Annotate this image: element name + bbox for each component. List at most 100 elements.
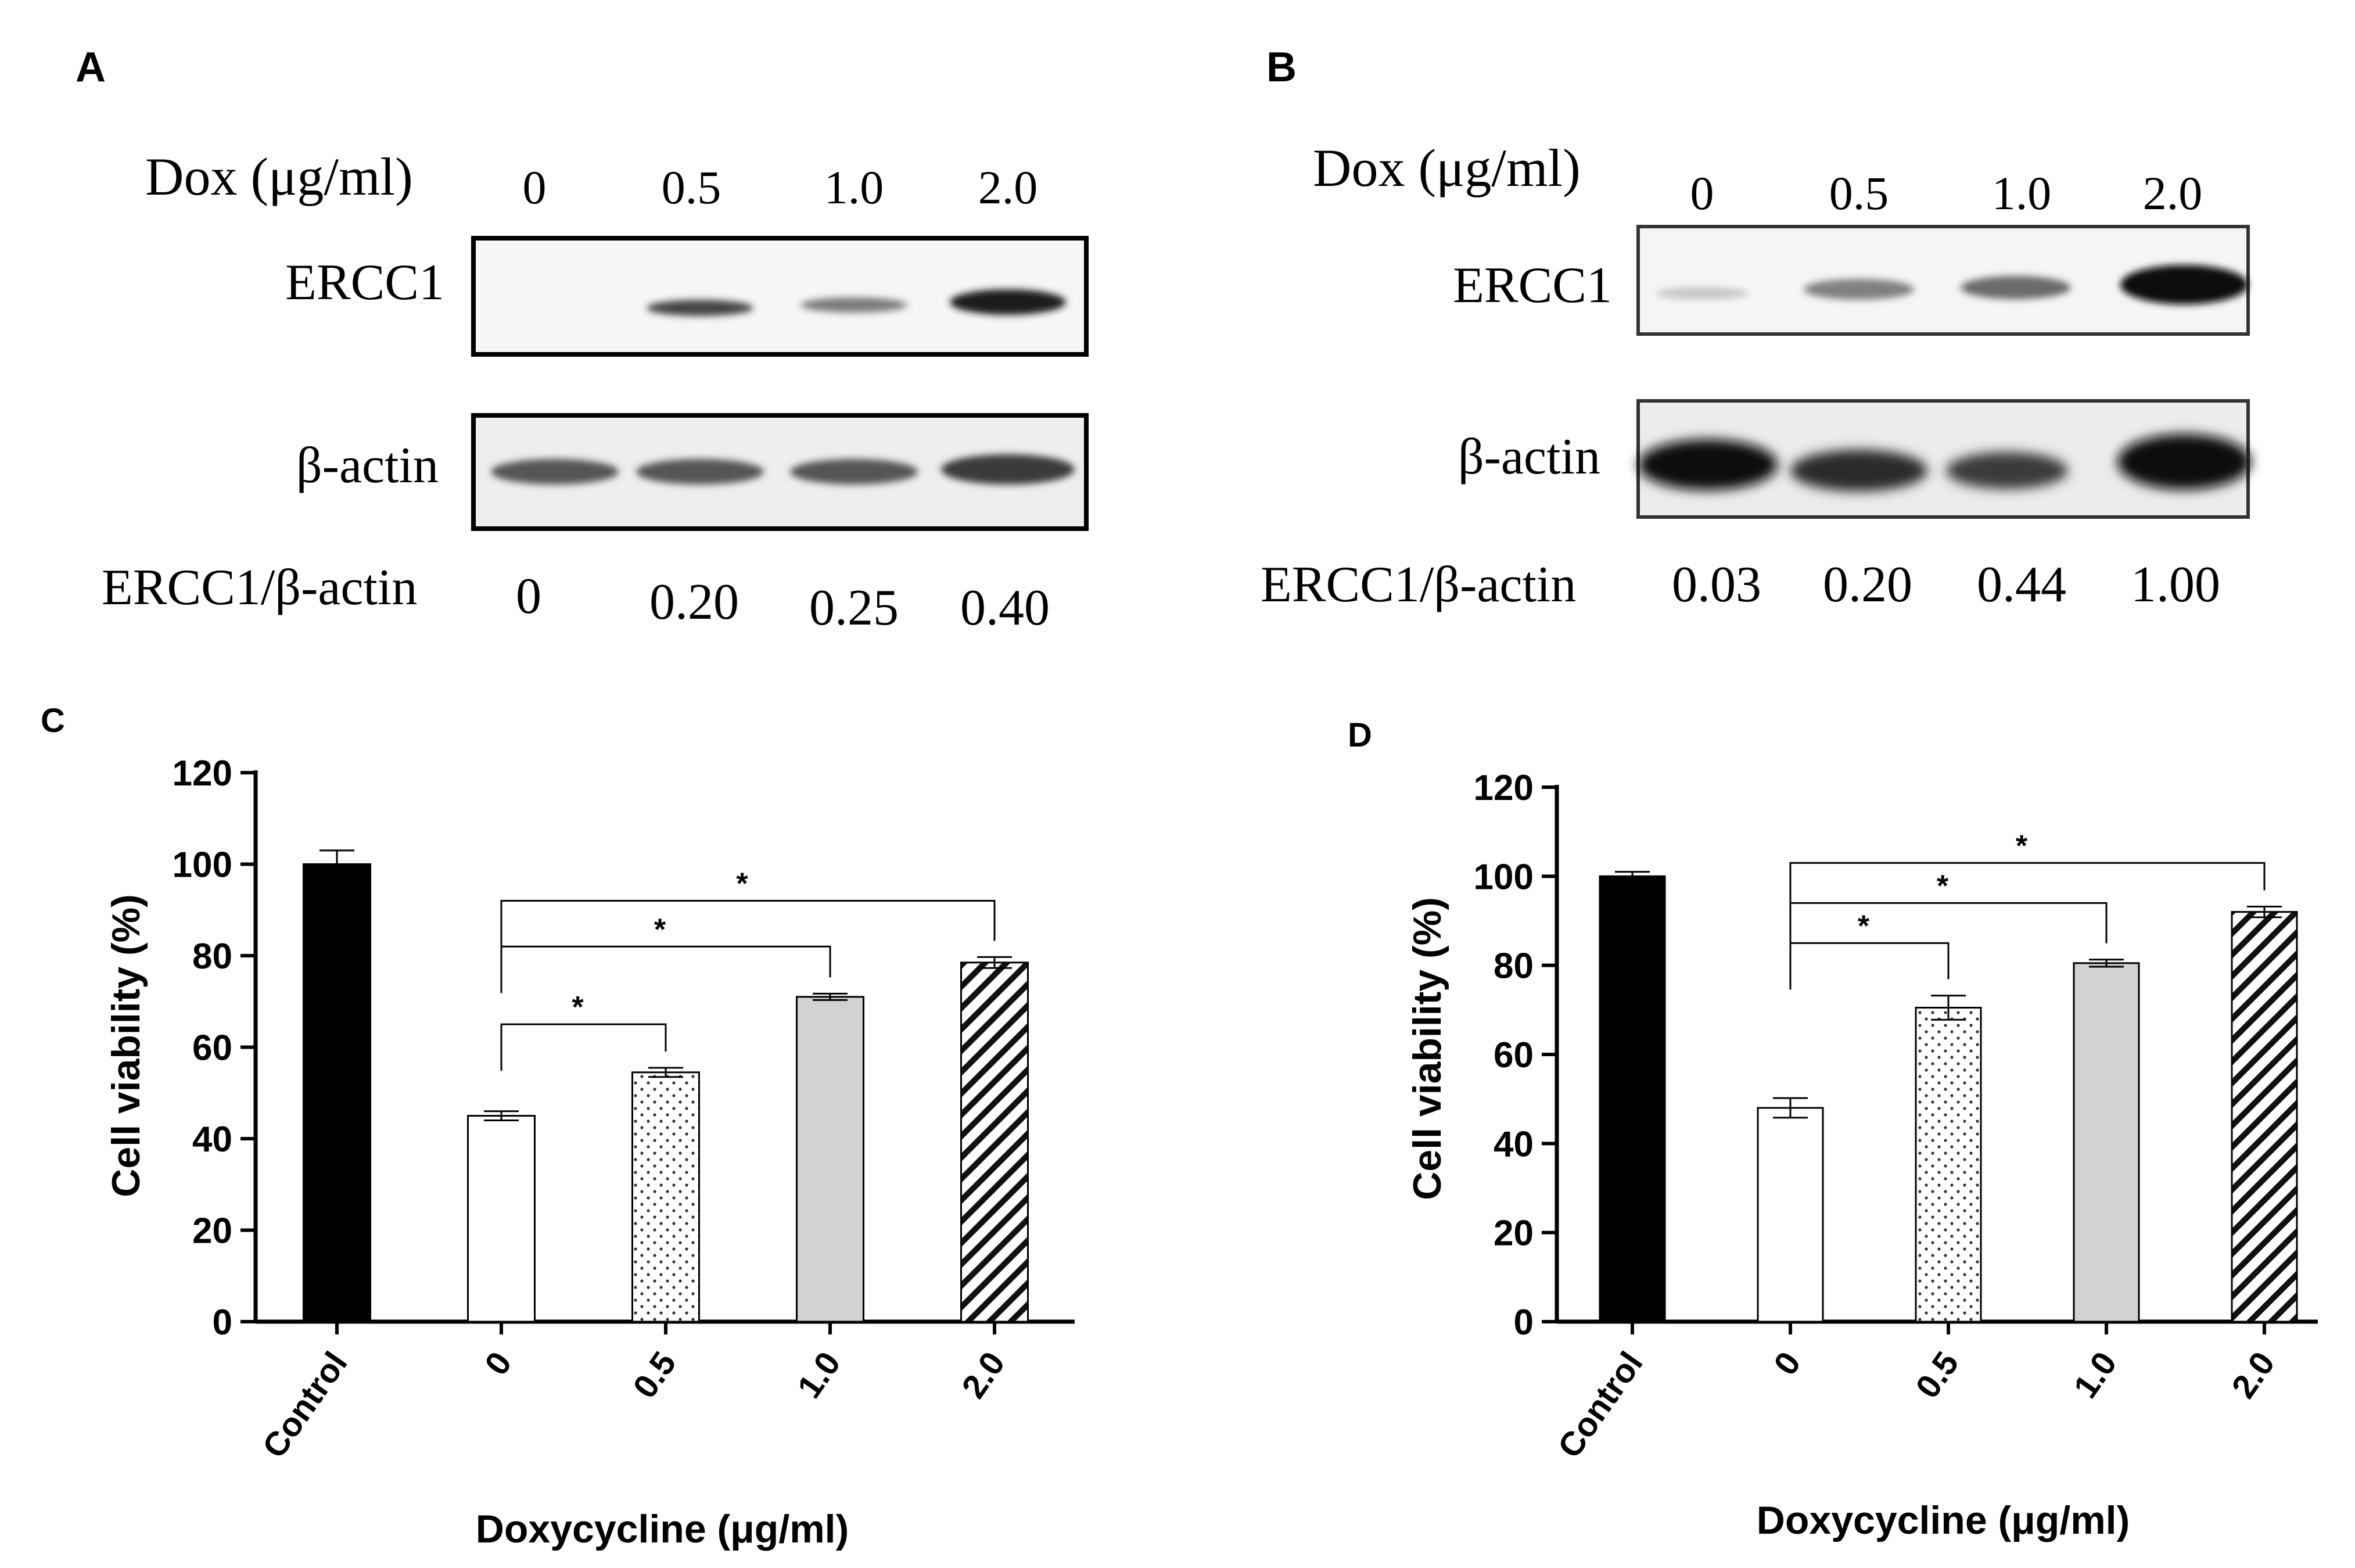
chart-d-x-tick-label: 1.0 (2066, 1345, 2124, 1405)
chart-d-significance-bracket (1789, 902, 2108, 950)
chart-d: 0 20 40 60 80 100 120 Control 0 0.5 1.0 2.0 * * * (1474, 768, 2318, 1465)
blot-b-ercc1-band-3 (2120, 265, 2248, 304)
chart-c-x-tick-label: 0 (478, 1345, 519, 1382)
blot-a-ercc1-label: ERCC1 (285, 254, 444, 311)
chart-c-y-tick-label: 40 (192, 1120, 232, 1160)
chart-d-significance-bracket (1789, 862, 2266, 910)
panel-letter-b: B (1266, 44, 1297, 91)
blot-b-actin-band-0 (1638, 439, 1778, 490)
chart-c-bar (303, 863, 371, 1323)
chart-c-x-tick-label: 2.0 (954, 1345, 1012, 1405)
blot-a-ratio-3: 0.40 (960, 580, 1050, 636)
blot-a-actin-label: β-actin (296, 437, 439, 494)
blot-b-ratio-2: 0.44 (1977, 557, 2066, 613)
blot-a-dose-2: 1.0 (824, 161, 884, 214)
panel-letter-d: D (1348, 716, 1372, 754)
chart-c-y-tick-label: 60 (192, 1028, 232, 1068)
blot-b-actin-band-2 (1946, 452, 2068, 489)
blot-b-actin-label: β-actin (1458, 429, 1600, 485)
chart-c-significance-star: * (736, 867, 748, 901)
blot-b-ercc1-band-0 (1656, 288, 1749, 299)
chart-d-y-tick-label: 40 (1494, 1124, 1534, 1164)
blot-a-ercc1-bands (647, 289, 1066, 316)
blot-a-actin-band-2 (790, 459, 918, 485)
chart-c-bar (631, 1071, 700, 1323)
chart-c-bar (960, 961, 1029, 1323)
chart-d-bar (1599, 875, 1666, 1323)
chart-d-x-tick-label: 0.5 (1908, 1345, 1966, 1405)
chart-d-x-tick-label: 0 (1767, 1345, 1808, 1382)
blot-a-actin-band-0 (491, 459, 619, 485)
chart-c-y-tick-label: 0 (213, 1303, 232, 1343)
chart-c-ylabel: Cell viability (%) (104, 894, 148, 1197)
chart-c-y-tick-label: 80 (192, 937, 232, 977)
chart-d-significance-star: * (1937, 869, 1949, 903)
chart-d-bar (1915, 1007, 1982, 1323)
panel-letter-c: C (41, 702, 65, 740)
chart-d-xlabel: Doxycycline (μg/ml) (1757, 1498, 2130, 1542)
chart-d-bar (2073, 962, 2140, 1323)
chart-d-bar (2231, 911, 2298, 1323)
blot-b-dose-3: 2.0 (2143, 167, 2203, 220)
chart-c-significance-bracket (500, 900, 996, 948)
chart-d-y-tick-label: 0 (1514, 1303, 1534, 1343)
chart-d-bar (1757, 1107, 1824, 1323)
blot-b-dose-2: 1.0 (1992, 167, 2052, 220)
blot-b-actin-band-3 (2117, 434, 2251, 490)
chart-c-bar (796, 996, 864, 1323)
chart-c-significance-bracket (500, 1023, 667, 1071)
blot-b-ercc1-label: ERCC1 (1453, 257, 1612, 314)
blot-a-ratio-label: ERCC1/β-actin (102, 559, 417, 616)
chart-c-y-tick-label: 100 (173, 845, 232, 885)
chart-c-xlabel: Doxycycline (μg/ml) (476, 1507, 849, 1551)
blot-b-ercc1-band-1 (1804, 279, 1914, 300)
chart-c-x-tick-label: Control (255, 1345, 355, 1465)
blot-b-ratio-0: 0.03 (1672, 557, 1761, 613)
blot-a-ratio-0: 0 (516, 568, 541, 625)
blot-b-actin-bands (1638, 434, 2251, 491)
blot-b-ratio-3: 1.00 (2131, 557, 2220, 613)
blot-b-dox-label: Dox (μg/ml) (1313, 138, 1581, 198)
blot-a: Dox (μg/ml) 0 0.5 1.0 2.0 ERCC1 β-actin … (102, 147, 1089, 636)
chart-d-y-tick-label: 20 (1494, 1214, 1534, 1254)
chart-d-x-tick-label: Control (1550, 1345, 1650, 1465)
blot-b-actin-band-1 (1790, 450, 1927, 491)
blot-b-ratio-1: 0.20 (1823, 557, 1912, 613)
chart-d-significance-bracket (1789, 942, 1950, 990)
chart-d-ylabel: Cell viability (%) (1405, 897, 1449, 1200)
blot-a-ratio-2: 0.25 (809, 580, 899, 636)
chart-c-y-tick-label: 20 (192, 1211, 232, 1251)
blot-a-dose-1: 0.5 (662, 161, 721, 214)
blot-a-actin-band-1 (636, 459, 764, 485)
blot-a-actin-bands (491, 454, 1075, 485)
blot-a-ercc1-band-2 (800, 297, 907, 313)
chart-d-y-tick-label: 120 (1474, 768, 1534, 808)
blot-a-ercc1-band-3 (950, 289, 1066, 315)
chart-c-significance-star: * (654, 913, 666, 946)
blot-a-dose-3: 2.0 (978, 161, 1038, 214)
blot-a-actin-band-3 (941, 454, 1075, 485)
chart-c: 0 20 40 60 80 100 120 Control 0 0.5 1.0 2.0 * * * (173, 753, 1075, 1465)
blot-b-dose-1: 0.5 (1829, 167, 1889, 220)
chart-d-significance-star: * (2016, 829, 2028, 863)
blot-a-dose-0: 0 (523, 161, 547, 214)
blot-b-ercc1-bands (1656, 265, 2248, 304)
blot-a-ratio-1: 0.20 (649, 574, 739, 630)
chart-d-y-tick-label: 80 (1494, 946, 1534, 986)
chart-c-bar (467, 1115, 536, 1323)
blot-b-ercc1-band-2 (1961, 276, 2071, 299)
blot-a-dox-label: Dox (μg/ml) (145, 147, 413, 206)
chart-d-significance-star: * (1858, 909, 1870, 943)
chart-c-y-tick-label: 120 (173, 753, 232, 794)
chart-c-x-tick-label: 1.0 (790, 1345, 848, 1405)
blot-b-dose-0: 0 (1690, 167, 1714, 220)
chart-d-x-tick-label: 2.0 (2224, 1345, 2282, 1405)
blot-a-ercc1-band-1 (647, 300, 753, 316)
blot-b: Dox (μg/ml) 0 0.5 1.0 2.0 ERCC1 β-actin … (1261, 138, 2251, 613)
chart-c-significance-star: * (572, 991, 584, 1024)
chart-c-significance-bracket (500, 945, 831, 993)
panel-letter-a: A (76, 44, 106, 91)
chart-d-y-tick-label: 60 (1494, 1035, 1534, 1075)
chart-d-y-tick-label: 100 (1474, 857, 1534, 897)
